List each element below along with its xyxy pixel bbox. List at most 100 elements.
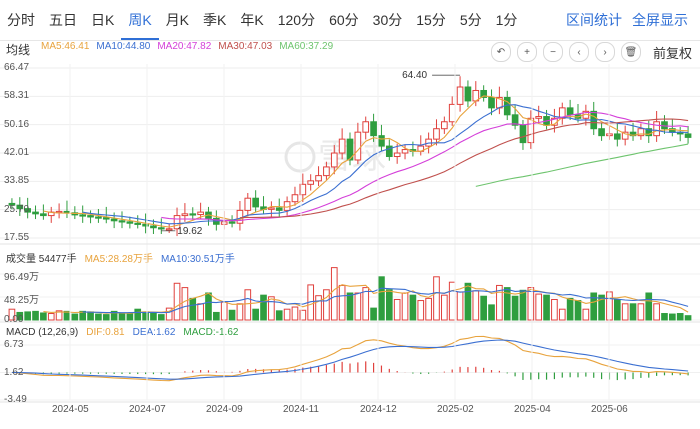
macd-tick: -3.49 bbox=[4, 394, 27, 405]
volume-title: 成交量 54477手 bbox=[6, 254, 77, 265]
tab-11[interactable]: 5分 bbox=[459, 12, 482, 28]
date-tick: 2024-11 bbox=[283, 404, 319, 415]
fullscreen-link[interactable]: 全屏显示 bbox=[632, 12, 688, 28]
volume-bar bbox=[590, 292, 598, 321]
tab-2[interactable]: 日K bbox=[91, 12, 115, 28]
adjust-mode-select[interactable]: 前复权 bbox=[652, 45, 692, 61]
candle-body bbox=[653, 121, 660, 137]
volume-bar bbox=[150, 311, 157, 321]
ma-value-3: MA30:47.03 bbox=[218, 41, 273, 52]
candle-body bbox=[401, 149, 409, 154]
candle-body bbox=[275, 207, 283, 211]
candle-body bbox=[441, 121, 448, 130]
candle-body bbox=[181, 213, 189, 217]
volume-bar bbox=[315, 295, 322, 321]
tab-8[interactable]: 60分 bbox=[329, 12, 359, 28]
volume-legend: 成交量 54477手 MA5:28.28万手 MA10:30.51万手 bbox=[6, 250, 235, 265]
candle-body bbox=[299, 183, 307, 196]
volume-bar bbox=[456, 291, 464, 321]
undo-icon[interactable]: ↶ bbox=[490, 42, 511, 62]
volume-bar bbox=[637, 303, 645, 321]
tab-7[interactable]: 120分 bbox=[277, 12, 316, 28]
volume-bar bbox=[55, 310, 63, 321]
volume-bar bbox=[197, 303, 204, 321]
volume-bar bbox=[370, 307, 377, 321]
volume-bar bbox=[551, 298, 558, 321]
volume-bar bbox=[71, 313, 79, 321]
date-tick: 2025-02 bbox=[437, 404, 474, 415]
candle-body bbox=[488, 96, 495, 109]
candle-body bbox=[118, 220, 126, 223]
candle-body bbox=[330, 152, 338, 168]
zoom-out-icon[interactable]: − bbox=[542, 42, 563, 62]
volume-bar bbox=[283, 308, 291, 321]
next-icon[interactable]: › bbox=[594, 42, 615, 62]
volume-bar bbox=[661, 313, 668, 321]
chart-toolbar: ↶ + − ‹ › 🗑 前复权 bbox=[490, 42, 692, 62]
range-stats-link[interactable]: 区间统计 bbox=[566, 12, 622, 28]
date-tick: 2025-04 bbox=[514, 404, 551, 415]
price-tick: 66.47 bbox=[4, 62, 30, 73]
tab-1[interactable]: 五日 bbox=[49, 12, 77, 28]
volume-bar bbox=[676, 313, 684, 321]
volume-bar bbox=[47, 313, 55, 321]
candle-body bbox=[307, 180, 315, 185]
volume-bar bbox=[645, 292, 653, 321]
volume-bar bbox=[393, 298, 401, 321]
candle-body bbox=[79, 214, 87, 217]
volume-tick: 0.00 bbox=[4, 314, 24, 325]
volume-bar bbox=[527, 287, 535, 321]
volume-bar bbox=[511, 295, 519, 321]
tab-5[interactable]: 季K bbox=[203, 12, 227, 28]
volume-bar bbox=[519, 289, 527, 321]
tab-0[interactable]: 分时 bbox=[7, 12, 35, 28]
volume-bar bbox=[102, 314, 110, 321]
volume-ma10-line bbox=[82, 287, 689, 314]
tab-4[interactable]: 月K bbox=[165, 12, 190, 28]
date-tick: 2025-06 bbox=[591, 404, 628, 415]
candle-body bbox=[684, 133, 692, 138]
volume-bar bbox=[16, 311, 24, 321]
volume-bar bbox=[205, 292, 212, 321]
volume-bar bbox=[425, 297, 432, 321]
ma-value-0: MA5:46.41 bbox=[41, 41, 90, 52]
price-tick: 42.01 bbox=[4, 147, 30, 158]
tab-3[interactable]: 周K bbox=[121, 0, 159, 40]
candle-body bbox=[16, 204, 24, 210]
volume-bar bbox=[338, 284, 346, 321]
date-tick: 2024-05 bbox=[52, 404, 89, 415]
candle-body bbox=[8, 202, 16, 206]
volume-tick: 96.49万 bbox=[4, 272, 40, 283]
candle-body bbox=[126, 221, 134, 224]
candle-body bbox=[378, 135, 385, 147]
candle-body bbox=[197, 211, 204, 216]
volume-bar bbox=[32, 310, 39, 321]
tab-10[interactable]: 15分 bbox=[416, 12, 446, 28]
ma-values: MA5:46.41 MA10:44.80 MA20:47.82 MA30:47.03 M… bbox=[41, 41, 333, 57]
volume-bar bbox=[684, 315, 692, 321]
tab-9[interactable]: 30分 bbox=[372, 12, 403, 28]
tab-12[interactable]: 1分 bbox=[495, 12, 518, 28]
ma5-line bbox=[43, 95, 689, 228]
ma10-line bbox=[82, 104, 689, 225]
macd-value: MACD:-1.62 bbox=[183, 327, 239, 338]
ma-legend: 均线 MA5:46.41 MA10:44.80 MA20:47.82 MA30:47.… bbox=[6, 41, 333, 57]
candle-body bbox=[456, 86, 464, 105]
prev-icon[interactable]: ‹ bbox=[568, 42, 589, 62]
candle-body bbox=[645, 128, 653, 137]
macd-legend: MACD (12,26,9) DIF:0.81 DEA:1.62 MACD:-1… bbox=[6, 327, 238, 341]
max-label: 64.40 bbox=[402, 70, 427, 81]
delete-icon[interactable]: 🗑 bbox=[620, 42, 641, 62]
candle-body bbox=[32, 211, 39, 215]
macd-tick: 6.73 bbox=[4, 339, 24, 350]
zoom-in-icon[interactable]: + bbox=[516, 42, 537, 62]
candle-body bbox=[157, 227, 165, 230]
price-tick: 33.85 bbox=[4, 175, 30, 187]
tab-6[interactable]: 年K bbox=[240, 12, 264, 28]
volume-bar bbox=[409, 294, 417, 321]
candle-body bbox=[362, 121, 370, 133]
volume-bar bbox=[441, 294, 448, 321]
volume-bar bbox=[228, 309, 236, 321]
period-tabs: 分时 五日 日K 周K 月K 季K 年K 120分 60分 30分 15分 5分 1分 bbox=[0, 0, 700, 41]
